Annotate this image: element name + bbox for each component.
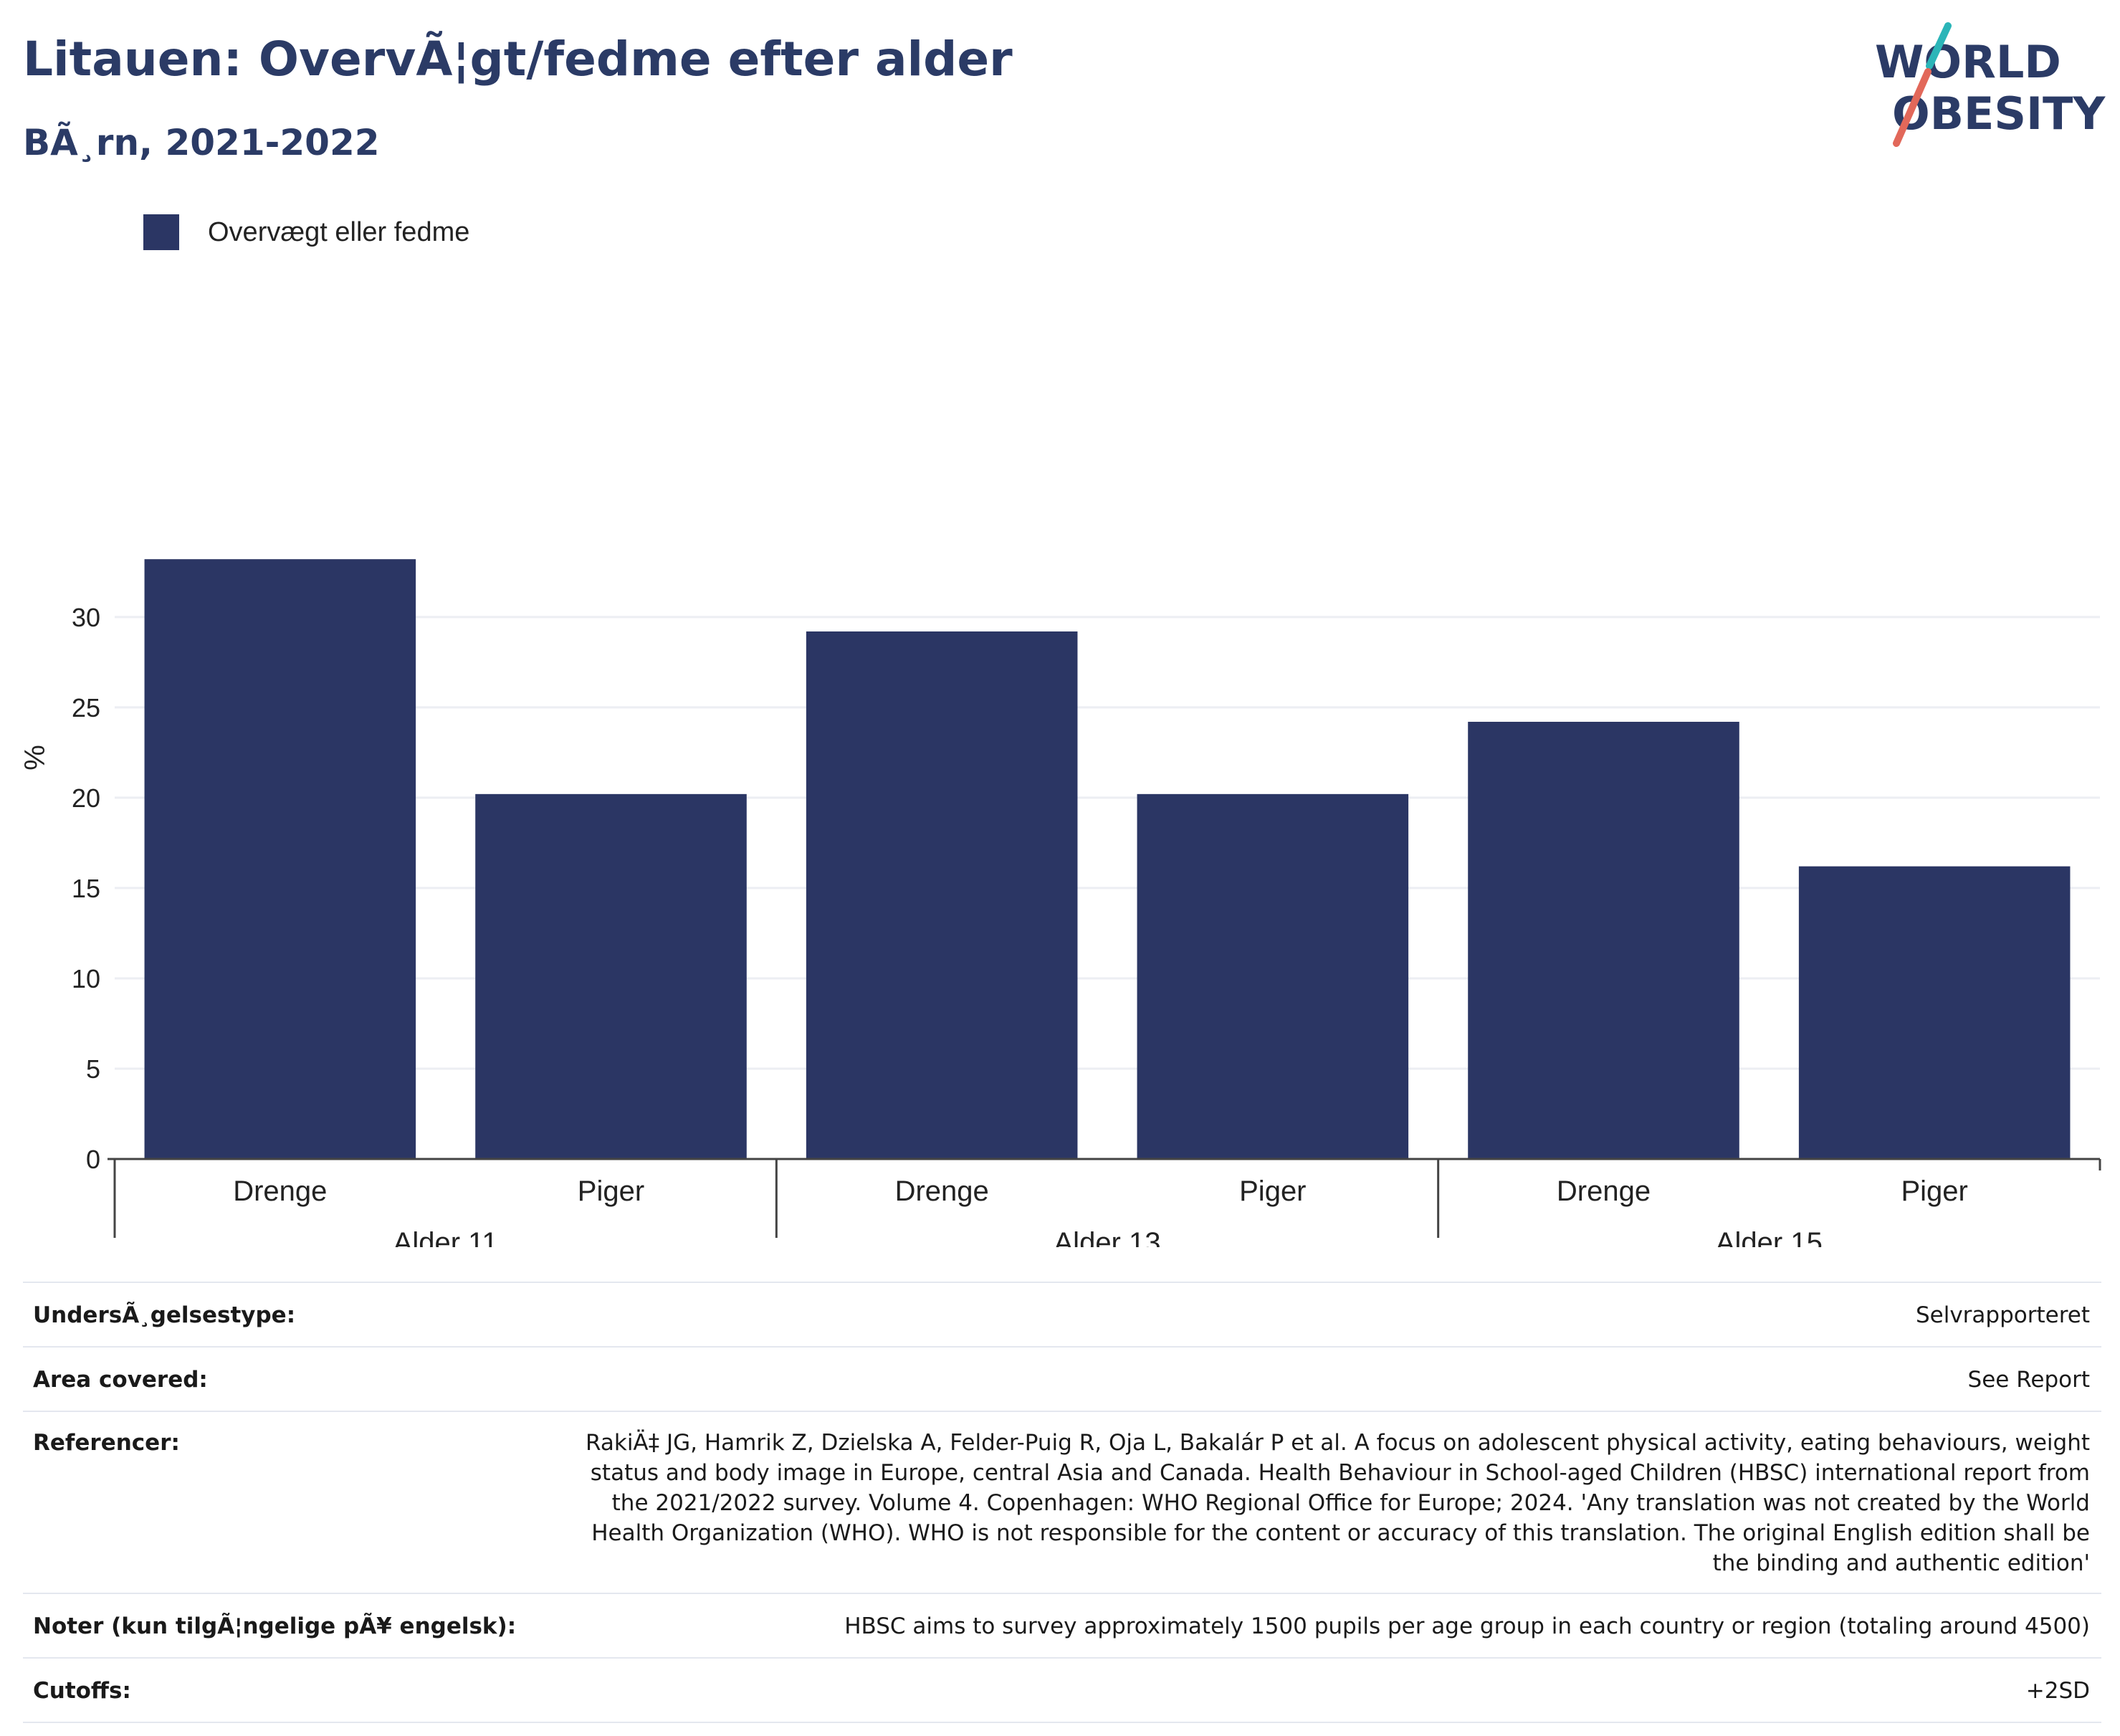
logo-word-obesity: OBESITY — [1892, 87, 2106, 140]
info-key: Noter (kun tilgÃ¦ngelige pÃ¥ engelsk): — [33, 1613, 517, 1639]
logo-accent-red — [1893, 68, 1932, 147]
bar — [806, 631, 1078, 1159]
axes: 0 5 10 15 20 25 30 Drenge Piger Alder 11 Drenge Pig… — [72, 603, 2101, 1247]
info-key: Cutoffs: — [33, 1678, 131, 1704]
y-tick-label: 30 — [72, 603, 100, 632]
info-row: UndersÃ¸gelsestype: Selvrapporteret — [23, 1282, 2101, 1347]
bar — [1137, 793, 1409, 1159]
bar-chart: 0 5 10 15 20 25 30 Drenge Piger Alder 11 Drenge Pig… — [19, 559, 2101, 1247]
y-tick-label: 20 — [72, 783, 100, 813]
y-axis-label: % — [19, 745, 51, 771]
x-category-label: Drenge — [1557, 1175, 1651, 1207]
bar — [144, 559, 416, 1159]
gridlines — [115, 616, 2100, 1070]
info-key: UndersÃ¸gelsestype: — [33, 1302, 296, 1328]
bar — [1798, 866, 2071, 1159]
y-tick-label: 25 — [72, 693, 100, 722]
legend-swatch — [143, 214, 179, 250]
x-group-label: Alder 13 — [1054, 1227, 1161, 1247]
y-tick-label: 5 — [86, 1054, 100, 1084]
info-key: Area covered: — [33, 1367, 208, 1393]
legend[interactable]: Overvægt eller fedme — [143, 212, 469, 252]
x-group-label: Alder 15 — [1716, 1227, 1823, 1247]
chart-subtitle: BÃ¸rn, 2021-2022 — [23, 122, 380, 163]
info-row: Noter (kun tilgÃ¦ngelige pÃ¥ engelsk): HB… — [23, 1593, 2101, 1658]
y-tick-label: 0 — [86, 1145, 100, 1174]
chart-title: Litauen: OvervÃ¦gt/fedme efter alder — [23, 32, 1013, 87]
x-category-label: Piger — [1239, 1175, 1306, 1207]
x-category-label: Drenge — [233, 1175, 327, 1207]
x-category-label: Piger — [578, 1175, 644, 1207]
world-obesity-logo: WORLD OBESITY — [1875, 22, 2106, 147]
y-tick-label: 15 — [72, 874, 100, 903]
y-tick-label: 10 — [72, 964, 100, 993]
info-row: Area covered: See Report — [23, 1347, 2101, 1411]
info-value: HBSC aims to survey approximately 1500 p… — [844, 1613, 2090, 1639]
bars — [144, 559, 2071, 1159]
bar — [475, 793, 747, 1159]
info-value: RakiÄ‡ JG, Hamrik Z, Dzielska A, Felder-… — [586, 1430, 2090, 1576]
logo-accent-teal — [1926, 22, 1952, 70]
info-value: +2SD — [2025, 1678, 2090, 1704]
info-value: See Report — [1967, 1367, 2090, 1393]
info-table: UndersÃ¸gelsestype: Selvrapporteret Area c… — [23, 1282, 2101, 1723]
x-category-label: Drenge — [895, 1175, 989, 1207]
info-row: Referencer: RakiÄ‡ JG, Hamrik Z, Dzielska… — [23, 1411, 2101, 1593]
bar — [1468, 722, 1739, 1159]
info-key: Referencer: — [33, 1430, 180, 1456]
x-group-label: Alder 11 — [393, 1227, 498, 1247]
logo-word-world: WORLD — [1875, 36, 2061, 88]
info-row: Cutoffs: +2SD — [23, 1658, 2101, 1722]
x-category-label: Piger — [1901, 1175, 1967, 1207]
info-value: Selvrapporteret — [1915, 1302, 2090, 1328]
legend-label: Overvægt eller fedme — [208, 216, 470, 247]
